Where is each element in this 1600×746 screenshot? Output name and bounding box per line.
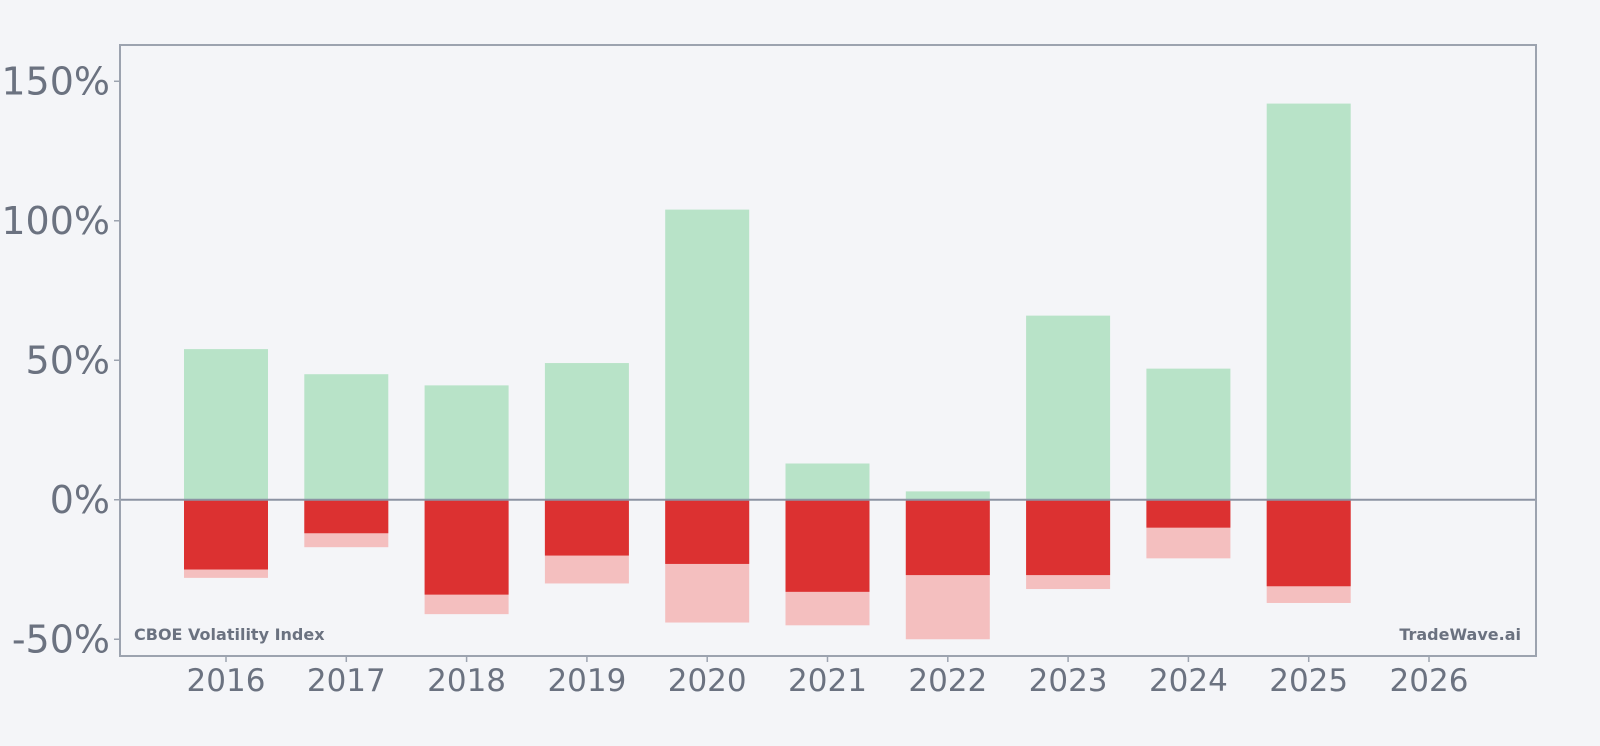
bar-year-return-2023 (1026, 499, 1111, 576)
x-tick-label: 2016 (187, 663, 266, 699)
x-tick-label: 2019 (547, 663, 626, 699)
bar-year-return-2022 (905, 499, 990, 576)
bar-year-return-2020 (665, 499, 750, 564)
y-tick-label: 150% (1, 59, 110, 103)
x-tick-label: 2023 (1029, 663, 1108, 699)
bar-year-return-2016 (184, 499, 268, 570)
x-tick-label: 2025 (1269, 663, 1348, 699)
bar-year-return-2025 (1266, 499, 1351, 587)
y-tick-label: 0% (50, 478, 110, 522)
bar-year-return-2024 (1146, 499, 1231, 528)
bar-year-return-2019 (544, 499, 629, 556)
bar-max-gain-2024 (1146, 368, 1231, 500)
bar-year-return-2018 (424, 499, 509, 595)
x-tick-label: 2018 (427, 663, 506, 699)
x-tick-label: 2024 (1149, 663, 1228, 699)
brand-watermark: TradeWave.ai (1399, 625, 1521, 644)
index-name-label: CBOE Volatility Index (134, 625, 325, 644)
y-tick-label: -50% (12, 617, 110, 661)
y-tick-label: 100% (1, 199, 110, 243)
bars-layer (184, 103, 1351, 640)
y-axis: 150% 100% 50% 0% -50% (1, 59, 120, 661)
x-tick-label: 2017 (307, 663, 386, 699)
bar-year-return-2021 (785, 499, 870, 592)
bar-max-gain-2017 (304, 374, 389, 500)
bar-max-gain-2018 (424, 385, 509, 500)
bar-max-gain-2016 (184, 349, 268, 500)
bar-max-gain-2023 (1026, 315, 1111, 500)
bar-year-return-2017 (304, 499, 389, 534)
bar-max-gain-2020 (665, 209, 750, 500)
bar-max-gain-2025 (1266, 103, 1351, 500)
y-tick-label: 50% (26, 338, 110, 382)
bar-max-gain-2021 (785, 463, 870, 500)
x-tick-label: 2021 (788, 663, 867, 699)
bar-max-gain-2022 (905, 491, 990, 500)
bar-max-gain-2019 (544, 363, 629, 500)
x-tick-label: 2026 (1390, 663, 1469, 699)
x-tick-label: 2022 (908, 663, 987, 699)
x-tick-label: 2020 (668, 663, 747, 699)
x-axis: 2016 2017 2018 2019 2020 2021 2022 2023 2024 2025… (187, 656, 1469, 699)
